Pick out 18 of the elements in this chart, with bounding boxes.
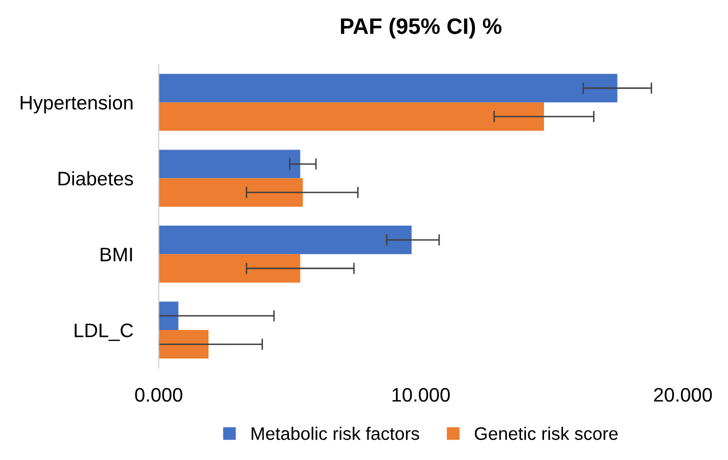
legend-label: Metabolic risk factors bbox=[252, 426, 420, 440]
x-tick-label: 10.000 bbox=[392, 388, 450, 402]
chart-title: PAF (95% CI) % bbox=[340, 18, 502, 38]
bar bbox=[158, 254, 300, 283]
bar bbox=[158, 74, 618, 102]
bar bbox=[158, 226, 412, 254]
x-tick-label: 0.000 bbox=[135, 388, 182, 402]
bar bbox=[158, 178, 303, 207]
bar bbox=[158, 150, 300, 178]
x-tick-label: 20.000 bbox=[654, 388, 712, 402]
y-tick-label: LDL_C bbox=[74, 324, 133, 341]
y-tick-label: Hypertension bbox=[20, 95, 132, 114]
bar bbox=[158, 330, 208, 359]
legend-label: Genetic risk score bbox=[474, 426, 618, 440]
y-tick-label: BMI bbox=[100, 248, 132, 262]
y-tick-label: Diabetes bbox=[58, 171, 134, 186]
bar bbox=[158, 102, 544, 131]
bar bbox=[158, 302, 178, 330]
